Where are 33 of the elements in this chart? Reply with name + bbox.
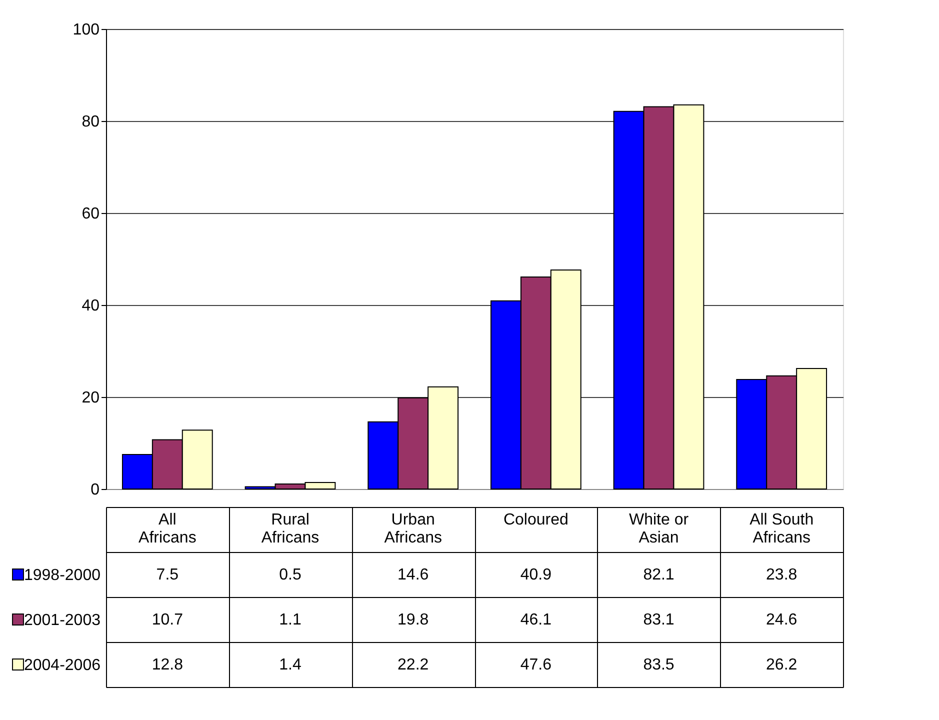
legend-label: 2001-2003 xyxy=(24,612,101,629)
y-tick-label: 0 xyxy=(90,482,100,498)
data-label: 83.1 xyxy=(643,612,674,628)
y-tick-label: 60 xyxy=(82,206,100,222)
y-tick-label: 100 xyxy=(72,22,100,38)
data-label: 46.1 xyxy=(520,612,552,628)
data-label: 24.6 xyxy=(766,612,798,628)
x-tick-label: White or Asian xyxy=(628,512,690,546)
y-tick-label: 80 xyxy=(82,114,100,130)
data-label: 83.5 xyxy=(643,656,674,674)
x-tick-label: All Africans xyxy=(138,512,196,546)
data-label: 12.8 xyxy=(152,656,184,674)
data-label: 1.1 xyxy=(279,612,302,628)
data-label: 26.2 xyxy=(766,656,798,674)
data-label: 19.8 xyxy=(398,612,429,628)
legend-label: 2004-2006 xyxy=(24,657,101,674)
x-tick-label: Urban Africans xyxy=(384,512,442,546)
x-tick-label: All South Africans xyxy=(750,512,814,546)
legend-label: 1998-2000 xyxy=(24,567,101,584)
y-tick-label: 40 xyxy=(82,298,100,314)
data-label: 14.6 xyxy=(398,566,429,584)
y-tick-label: 20 xyxy=(82,390,100,406)
data-label: 1.4 xyxy=(279,656,302,674)
data-label: 40.9 xyxy=(520,566,552,584)
data-label: 7.5 xyxy=(156,566,179,584)
data-label: 47.6 xyxy=(520,656,552,674)
x-tick-label: Coloured xyxy=(503,512,568,528)
data-label: 0.5 xyxy=(279,566,302,584)
data-label: 82.1 xyxy=(643,566,674,584)
x-tick-label: Rural Africans xyxy=(261,512,320,546)
data-label: 22.2 xyxy=(398,656,429,674)
data-label: 10.7 xyxy=(152,612,184,628)
data-label: 23.8 xyxy=(766,566,798,584)
